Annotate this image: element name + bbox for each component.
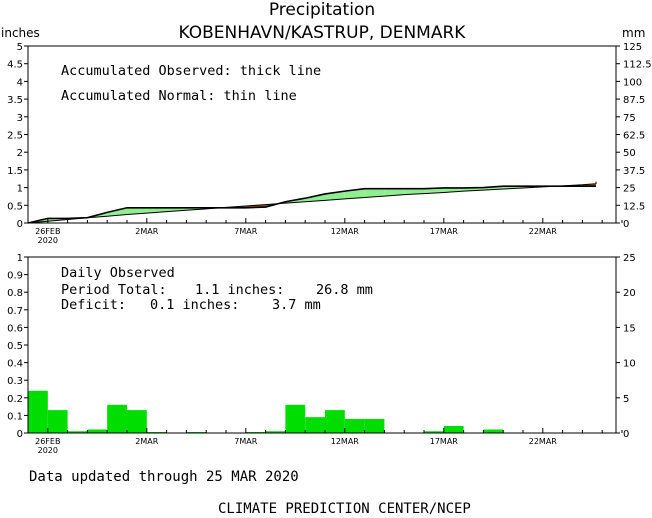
daily-y-tick-label: 0.2 bbox=[7, 394, 23, 405]
daily-bar bbox=[87, 429, 108, 433]
chart-title: Precipitation bbox=[269, 0, 375, 20]
accumulated-y2-tick-label: 25 bbox=[623, 184, 636, 195]
period-total-label: Period Total: bbox=[61, 282, 167, 298]
daily-y2-tick-label: 0 bbox=[623, 429, 629, 440]
accumulated-observed-note: Accumulated Observed: thick line bbox=[61, 63, 321, 79]
daily-y2-tick-label: 20 bbox=[623, 288, 636, 299]
chart-subtitle: KOBENHAVN/KASTRUP, DENMARK bbox=[179, 23, 467, 43]
surplus-fill bbox=[404, 188, 424, 195]
data-updated-note: Data updated through 25 MAR 2020 bbox=[29, 469, 299, 485]
surplus-fill bbox=[364, 188, 385, 198]
daily-y-tick-label: 0.9 bbox=[7, 271, 23, 282]
surplus-fill bbox=[305, 193, 325, 202]
accumulated-y2-tick-label: 112.5 bbox=[623, 60, 652, 71]
credit-line: CLIMATE PREDICTION CENTER/NCEP bbox=[218, 501, 471, 517]
accumulated-y2-tick-label: 87.5 bbox=[623, 95, 645, 106]
accumulated-x-tick-label: 26FEB bbox=[35, 227, 60, 236]
daily-bar bbox=[344, 418, 365, 433]
accumulated-observed-line bbox=[27, 185, 596, 224]
daily-bar bbox=[325, 410, 345, 433]
daily-bar bbox=[424, 431, 444, 433]
daily-x-tick-label: 7MAR bbox=[234, 437, 257, 446]
accumulated-y2-tick-label: 50 bbox=[623, 148, 636, 159]
accumulated-x-tick-label: 22MAR bbox=[529, 227, 558, 236]
daily-y2-tick-label: 10 bbox=[623, 359, 636, 370]
period-total-mm: 26.8 mm bbox=[316, 282, 373, 298]
daily-y-tick-label: 0.8 bbox=[7, 288, 23, 299]
accumulated-x-tick-label: 12MAR bbox=[331, 227, 360, 236]
surplus-fill bbox=[166, 207, 187, 212]
daily-bar bbox=[483, 429, 504, 433]
right-unit-label: mm bbox=[622, 26, 645, 40]
accumulated-y-tick-label: 3.5 bbox=[7, 95, 23, 106]
deficit-mm: 3.7 mm bbox=[272, 297, 321, 313]
accumulated-y-tick-label: 3 bbox=[17, 113, 23, 124]
accumulated-x-tick-label: 17MAR bbox=[430, 227, 459, 236]
accumulated-x-tick-label: 7MAR bbox=[234, 227, 257, 236]
accumulated-y-tick-label: 0 bbox=[17, 219, 23, 230]
deficit-inches: 0.1 inches: bbox=[150, 297, 239, 313]
daily-y-tick-label: 0.3 bbox=[7, 376, 23, 387]
surplus-fill bbox=[107, 207, 127, 217]
daily-bar bbox=[285, 404, 306, 433]
daily-x-tick-label: 26FEB bbox=[35, 437, 60, 446]
daily-y2-tick-label: 25 bbox=[623, 253, 636, 264]
period-total-inches: 1.1 inches: bbox=[195, 282, 284, 298]
daily-x-tick-label: 12MAR bbox=[331, 437, 360, 446]
daily-bar bbox=[47, 410, 68, 433]
accumulated-normal-line bbox=[27, 181, 597, 224]
left-unit-label: inches bbox=[1, 26, 40, 40]
daily-y-tick-label: 0.1 bbox=[7, 411, 23, 422]
daily-y-tick-label: 0.7 bbox=[7, 306, 23, 317]
surplus-fill bbox=[127, 207, 147, 215]
daily-x-year-label: 2020 bbox=[38, 446, 58, 455]
accumulated-y2-tick-label: 0 bbox=[623, 219, 629, 230]
daily-y2-tick-label: 15 bbox=[623, 323, 636, 334]
daily-bar bbox=[305, 417, 325, 433]
accumulated-y-tick-label: 2.5 bbox=[7, 131, 23, 142]
accumulated-y-tick-label: 5 bbox=[17, 42, 23, 53]
accumulated-y-tick-label: 4.5 bbox=[7, 60, 23, 71]
accumulated-x-year-label: 2020 bbox=[38, 236, 58, 245]
deficit-label: Deficit: bbox=[61, 297, 126, 313]
daily-y-tick-label: 0.4 bbox=[7, 359, 23, 370]
daily-x-tick-label: 22MAR bbox=[529, 437, 558, 446]
daily-bar bbox=[443, 425, 464, 433]
accumulated-normal-note: Accumulated Normal: thin line bbox=[61, 88, 297, 104]
accumulated-x-tick-label: 2MAR bbox=[135, 227, 158, 236]
daily-bar bbox=[67, 431, 88, 433]
accumulated-y2-tick-label: 62.5 bbox=[623, 131, 645, 142]
accumulated-y-tick-label: 1.5 bbox=[7, 166, 23, 177]
daily-observed-heading: Daily Observed bbox=[61, 265, 175, 281]
daily-y2-tick-label: 5 bbox=[623, 394, 629, 405]
accumulated-y2-tick-label: 100 bbox=[623, 77, 642, 88]
daily-bar bbox=[364, 418, 385, 433]
accumulated-y-tick-label: 1 bbox=[17, 184, 23, 195]
accumulated-y2-tick-label: 37.5 bbox=[623, 166, 645, 177]
accumulated-panel: 00.511.522.533.544.55012.52537.55062.575… bbox=[7, 42, 652, 245]
daily-x-tick-label: 17MAR bbox=[430, 437, 459, 446]
daily-y-tick-label: 0 bbox=[17, 429, 23, 440]
daily-x-tick-label: 2MAR bbox=[135, 437, 158, 446]
accumulated-y2-tick-label: 125 bbox=[623, 42, 642, 53]
accumulated-y-tick-label: 2 bbox=[17, 148, 23, 159]
daily-bar bbox=[28, 390, 48, 433]
accumulated-y2-tick-label: 12.5 bbox=[623, 201, 645, 212]
accumulated-y-tick-label: 0.5 bbox=[7, 201, 23, 212]
daily-bar bbox=[265, 431, 286, 433]
daily-y-tick-label: 1 bbox=[17, 253, 23, 264]
daily-panel: 00.10.20.30.40.50.60.70.80.9105101520252… bbox=[7, 253, 636, 455]
accumulated-y2-tick-label: 75 bbox=[623, 113, 636, 124]
daily-bar bbox=[107, 404, 127, 433]
daily-y-tick-label: 0.5 bbox=[7, 341, 23, 352]
surplus-fill bbox=[384, 188, 405, 197]
accumulated-y-tick-label: 4 bbox=[17, 77, 23, 88]
surplus-fill bbox=[424, 187, 444, 194]
daily-y-tick-label: 0.6 bbox=[7, 323, 23, 334]
daily-bar bbox=[127, 410, 147, 433]
